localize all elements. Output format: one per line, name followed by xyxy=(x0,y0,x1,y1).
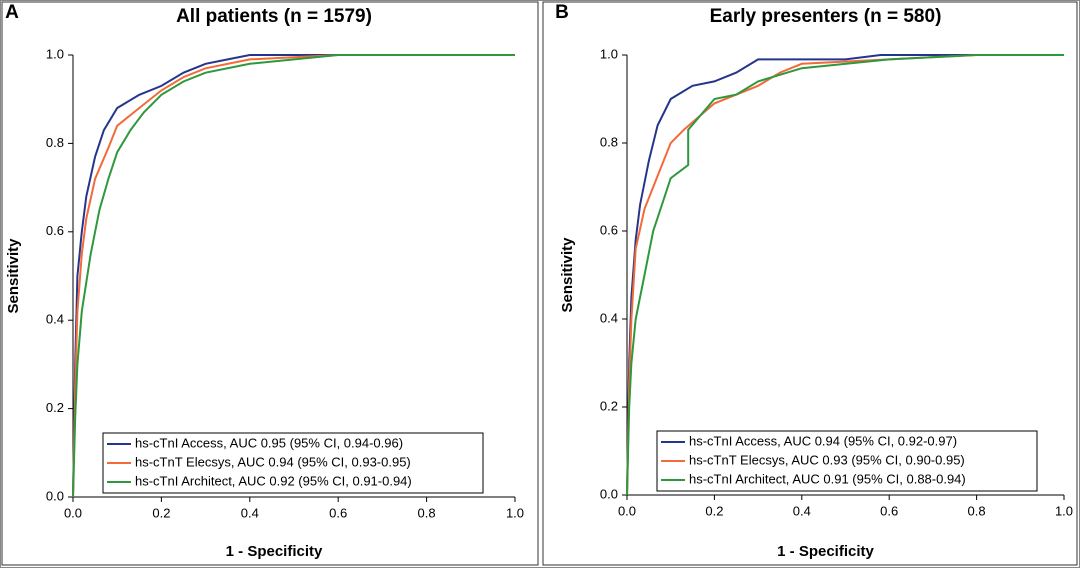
y-axis-label: Sensitivity xyxy=(559,237,576,313)
legend-label: hs-cTnI Architect, AUC 0.91 (95% CI, 0.8… xyxy=(689,471,966,486)
y-tick-label: 0.8 xyxy=(600,134,618,149)
legend-label: hs-cTnI Access, AUC 0.95 (95% CI, 0.94-0… xyxy=(135,435,403,450)
roc-curve xyxy=(626,54,1064,496)
x-axis-label: 1 - Specificity xyxy=(226,543,323,560)
roc-curve xyxy=(72,54,515,498)
y-tick-label: 0.4 xyxy=(46,312,64,327)
y-tick-label: 0.6 xyxy=(600,222,618,237)
y-tick-label: 0.6 xyxy=(46,223,64,238)
chart-title: All patients (n = 1579) xyxy=(176,6,372,27)
panel-label: A xyxy=(5,2,19,23)
legend-box xyxy=(102,432,484,494)
legend-box xyxy=(656,430,1038,492)
chart-title: Early presenters (n = 580) xyxy=(710,6,942,27)
y-tick-label: 1.0 xyxy=(46,46,64,61)
x-tick-label: 0.6 xyxy=(329,505,347,520)
roc-curve xyxy=(626,54,1064,496)
x-tick-label: 0.4 xyxy=(793,503,811,518)
x-tick-label: 0.2 xyxy=(152,505,170,520)
panel-label: B xyxy=(555,2,569,23)
y-axis-label: Sensitivity xyxy=(5,238,22,314)
x-axis-label: 1 - Specificity xyxy=(777,543,874,560)
y-tick-label: 0.8 xyxy=(46,135,64,150)
y-tick-label: 0.2 xyxy=(600,398,618,413)
x-tick-label: 0.6 xyxy=(880,503,898,518)
roc-curve xyxy=(72,54,515,498)
x-tick-label: 0.8 xyxy=(968,503,986,518)
legend-label: hs-cTnI Architect, AUC 0.92 (95% CI, 0.9… xyxy=(135,473,412,488)
x-tick-label: 0.8 xyxy=(418,505,436,520)
y-tick-label: 1.0 xyxy=(600,46,618,61)
y-tick-label: 0.4 xyxy=(600,310,618,325)
x-tick-label: 0.0 xyxy=(618,503,636,518)
x-tick-label: 1.0 xyxy=(1055,503,1073,518)
legend-label: hs-cTnT Elecsys, AUC 0.94 (95% CI, 0.93-… xyxy=(135,454,411,469)
panel-frame xyxy=(1,1,539,566)
legend-label: hs-cTnI Access, AUC 0.94 (95% CI, 0.92-0… xyxy=(689,433,957,448)
roc-curve xyxy=(626,54,1064,496)
legend-label: hs-cTnT Elecsys, AUC 0.93 (95% CI, 0.90-… xyxy=(689,452,965,467)
x-tick-label: 0.0 xyxy=(64,505,82,520)
x-tick-label: 0.2 xyxy=(705,503,723,518)
y-tick-label: 0.0 xyxy=(46,488,64,503)
panel-frame xyxy=(542,1,1078,566)
x-tick-label: 1.0 xyxy=(506,505,524,520)
y-tick-label: 0.0 xyxy=(600,486,618,501)
y-tick-label: 0.2 xyxy=(46,400,64,415)
x-tick-label: 0.4 xyxy=(241,505,259,520)
roc-curve xyxy=(72,54,515,498)
